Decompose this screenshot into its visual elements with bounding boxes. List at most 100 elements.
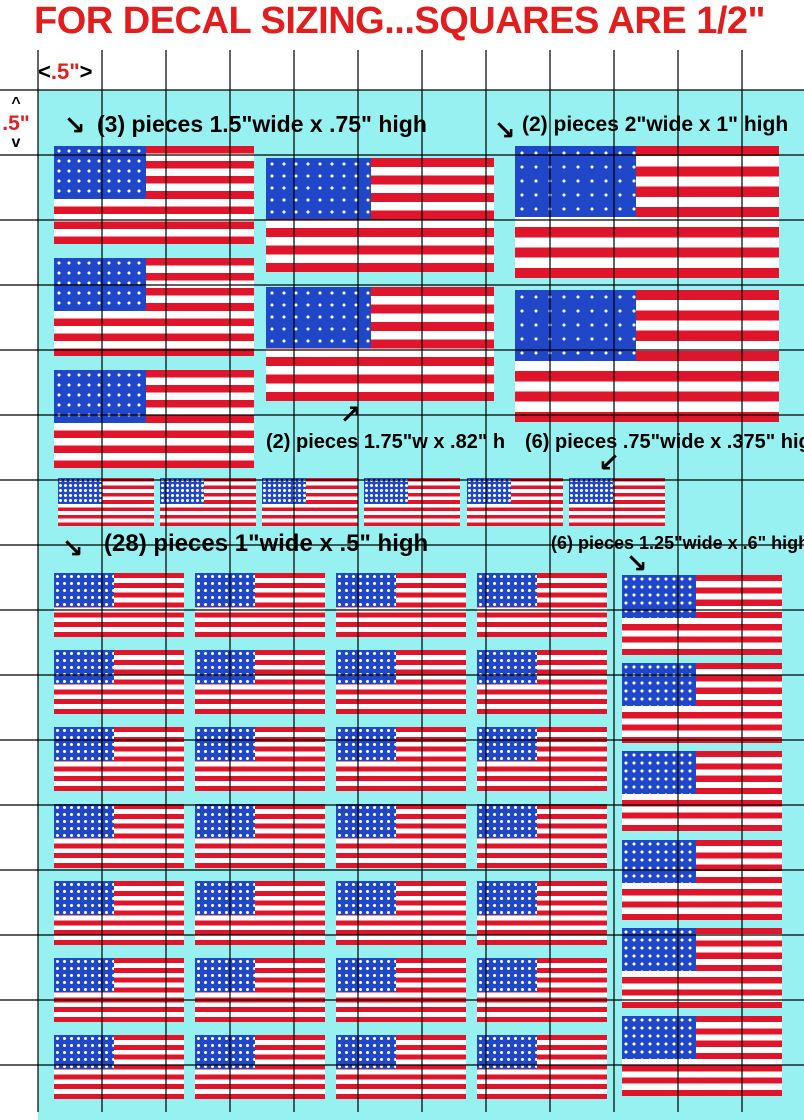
flag-decal-1-25in	[622, 751, 782, 831]
flag-decal-0-75in	[58, 478, 154, 526]
flag-decal-1in	[195, 804, 325, 868]
star-field	[477, 958, 537, 993]
star-field	[622, 840, 696, 884]
star-field	[477, 727, 537, 762]
page-title: FOR DECAL SIZING...SQUARES ARE 1/2"	[34, 0, 766, 42]
star-field	[195, 650, 255, 685]
star-field	[262, 478, 307, 504]
flag-decal-1in	[336, 650, 466, 714]
flag-decal-1-25in	[622, 663, 782, 743]
flag-decal-1in	[54, 881, 184, 945]
flag-decal-0-75in	[262, 478, 358, 526]
flag-decal-0-75in	[569, 478, 665, 526]
star-field	[54, 881, 114, 916]
flag-decal-1-5in	[54, 258, 254, 356]
star-field	[54, 573, 114, 608]
flag-decal-1in	[54, 727, 184, 791]
flag-decal-1in	[195, 727, 325, 791]
flag-decal-0-75in	[160, 478, 256, 526]
star-field	[477, 573, 537, 608]
star-field	[364, 478, 409, 504]
down-chevron-icon: v	[11, 134, 21, 151]
star-field	[477, 1035, 537, 1070]
star-field	[195, 1035, 255, 1070]
star-field	[54, 958, 114, 993]
star-field	[622, 1016, 696, 1060]
horizontal-scale-value: .5"	[50, 59, 80, 84]
star-field	[54, 146, 146, 199]
flag-decal-1in	[477, 804, 607, 868]
star-field	[54, 258, 146, 311]
label-six-pieces-125: (6) pieces 1.25"wide x .6" high	[551, 533, 804, 553]
star-field	[477, 881, 537, 916]
flag-decal-1in	[336, 1035, 466, 1099]
flag-decal-1in	[54, 1035, 184, 1099]
star-field	[195, 804, 255, 839]
star-field	[160, 478, 205, 504]
star-field	[467, 478, 512, 504]
star-field	[622, 928, 696, 972]
flag-decal-1in	[195, 881, 325, 945]
up-chevron-icon: ^	[11, 95, 21, 112]
star-field	[266, 287, 371, 349]
star-field	[195, 881, 255, 916]
horizontal-scale-marker: <.5">	[38, 58, 93, 86]
star-field	[58, 478, 103, 504]
flag-decal-1in	[54, 958, 184, 1022]
label-two-pieces-2in: (2) pieces 2"wide x 1" high	[522, 113, 789, 136]
flag-decal-1in	[54, 804, 184, 868]
flag-decal-1-25in	[622, 928, 782, 1008]
vertical-scale-value: .5"	[2, 112, 30, 135]
flag-decal-1in	[195, 958, 325, 1022]
star-field	[54, 370, 146, 423]
star-field	[622, 751, 696, 795]
right-chevron-icon: >	[79, 59, 93, 84]
flag-decal-1in	[477, 650, 607, 714]
flag-decal-0-75in	[467, 478, 563, 526]
label-three-pieces: (3) pieces 1.5"wide x .75" high	[97, 111, 427, 137]
flag-decal-1-75in	[266, 287, 494, 401]
flag-decal-1in	[336, 804, 466, 868]
flag-decal-1-5in	[54, 370, 254, 468]
flag-decal-1-25in	[622, 575, 782, 655]
flag-decal-1-5in	[54, 146, 254, 244]
flag-decal-1in	[195, 573, 325, 637]
flag-decal-1in	[477, 727, 607, 791]
flag-decal-1in	[336, 573, 466, 637]
flag-decal-1in	[195, 650, 325, 714]
star-field	[336, 804, 396, 839]
star-field	[477, 804, 537, 839]
star-field	[336, 958, 396, 993]
flag-decal-2in	[515, 290, 779, 422]
star-field	[266, 158, 371, 220]
flag-decal-1in	[477, 958, 607, 1022]
flag-decal-1in	[477, 1035, 607, 1099]
star-field	[569, 478, 614, 504]
star-field	[477, 650, 537, 685]
flag-decal-1in	[54, 573, 184, 637]
star-field	[195, 573, 255, 608]
vertical-scale-marker: ^ .5" v	[2, 96, 30, 151]
star-field	[515, 146, 637, 218]
star-field	[54, 650, 114, 685]
flag-decal-1in	[336, 727, 466, 791]
star-field	[54, 727, 114, 762]
flag-decal-2in	[515, 146, 779, 278]
star-field	[336, 650, 396, 685]
star-field	[622, 663, 696, 707]
label-six-pieces-075: (6) pieces .75"wide x .375" high	[525, 431, 804, 453]
flag-decal-1in	[195, 1035, 325, 1099]
left-chevron-icon: <	[38, 59, 51, 84]
flag-decal-1-25in	[622, 1016, 782, 1096]
flag-decal-1in	[477, 881, 607, 945]
flag-decal-1-25in	[622, 840, 782, 920]
star-field	[195, 727, 255, 762]
star-field	[622, 575, 696, 619]
label-two-pieces-175: (2) pieces 1.75"w x .82" h	[266, 431, 506, 453]
flag-decal-1in	[54, 650, 184, 714]
star-field	[515, 290, 637, 362]
star-field	[336, 1035, 396, 1070]
star-field	[54, 804, 114, 839]
star-field	[336, 881, 396, 916]
